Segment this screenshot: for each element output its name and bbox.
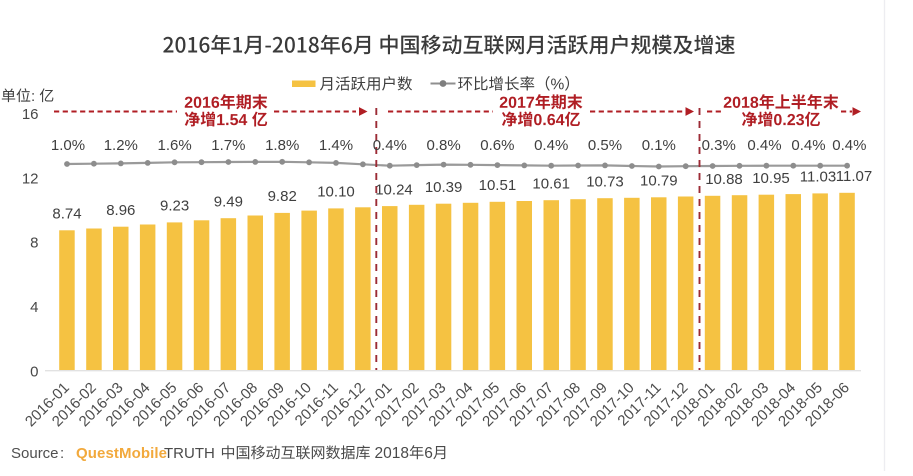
svg-text:0.4%: 0.4% [747,137,781,154]
svg-text:10.39: 10.39 [425,179,463,196]
svg-text:Source: Source [11,445,59,462]
svg-text:0.6%: 0.6% [480,137,514,154]
svg-text:9.23: 9.23 [160,198,189,215]
svg-text:TRUTH: TRUTH [164,445,215,462]
svg-text:10.24: 10.24 [375,181,413,198]
svg-text:1.8%: 1.8% [265,137,299,154]
svg-text:11.07: 11.07 [836,168,872,185]
svg-text:8.74: 8.74 [52,206,81,223]
svg-text:0.4%: 0.4% [832,137,866,154]
svg-text:10.61: 10.61 [532,175,570,192]
svg-text:1.4%: 1.4% [319,137,353,154]
svg-text:10.73: 10.73 [586,173,624,190]
svg-text:11.03: 11.03 [800,169,836,186]
svg-text:0.4%: 0.4% [373,137,407,154]
svg-text:9.82: 9.82 [268,188,297,205]
svg-text:2018: 2018 [375,445,409,462]
svg-text:10.95: 10.95 [752,170,790,187]
svg-text:10.88: 10.88 [705,171,743,188]
svg-text:1.6%: 1.6% [157,137,191,154]
svg-text:0.3%: 0.3% [702,137,736,154]
svg-text:12: 12 [22,170,39,187]
svg-text:0.5%: 0.5% [588,137,622,154]
svg-text:8.96: 8.96 [106,202,135,219]
svg-text:6: 6 [424,445,433,462]
svg-text:16: 16 [22,106,39,123]
svg-text:0.8%: 0.8% [426,137,460,154]
svg-text:0.4%: 0.4% [534,137,568,154]
svg-text:1.0%: 1.0% [51,137,85,154]
svg-text:10.51: 10.51 [479,177,517,194]
svg-text:4: 4 [30,299,38,316]
svg-text:QuestMobile: QuestMobile [76,445,167,462]
svg-text:9.49: 9.49 [214,193,243,210]
svg-text:1.7%: 1.7% [211,137,245,154]
svg-text:10.79: 10.79 [640,173,678,190]
svg-text:8: 8 [30,235,38,252]
svg-text:0: 0 [30,363,38,380]
svg-text:0.1%: 0.1% [642,137,676,154]
svg-text:1.2%: 1.2% [104,137,138,154]
svg-text:0.4%: 0.4% [791,137,825,154]
svg-text::: : [60,445,64,462]
svg-text:10.10: 10.10 [317,184,355,201]
